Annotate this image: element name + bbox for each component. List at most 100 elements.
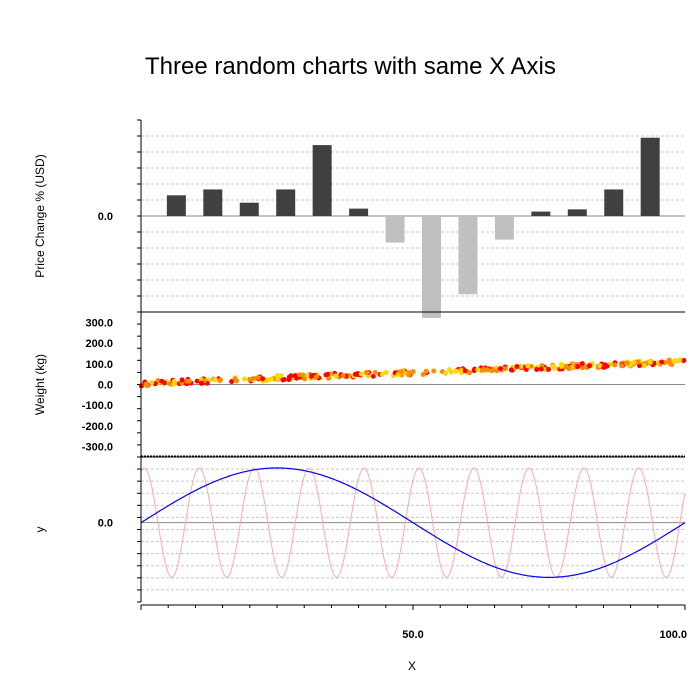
subplot-3: 0.0 y xyxy=(33,456,686,603)
scatter-point xyxy=(559,361,565,367)
scatter-point xyxy=(443,370,449,376)
y-tick-label: 200.0 xyxy=(85,338,113,350)
scatter-point xyxy=(597,363,603,369)
scatter-point xyxy=(300,372,306,378)
scatter-point xyxy=(184,378,190,384)
scatter-point xyxy=(352,371,358,377)
series-line xyxy=(140,467,686,578)
y-tick-label: -100.0 xyxy=(82,400,113,412)
scatter-point xyxy=(466,370,472,376)
scatter-point xyxy=(250,376,256,382)
scatter-point xyxy=(144,383,150,389)
scatter-point xyxy=(420,372,426,378)
scatter-point xyxy=(624,360,630,366)
scatter-point xyxy=(313,374,319,380)
y-axis-label: Price Change % (USD) xyxy=(33,154,47,277)
scatter-point xyxy=(566,366,572,372)
scatter-point xyxy=(636,363,642,369)
scatter-point xyxy=(372,369,378,375)
scatter-point xyxy=(212,377,218,383)
scatter-point xyxy=(323,372,329,378)
scatter-point xyxy=(677,357,683,363)
scatter-point xyxy=(580,365,586,371)
subplot-2: 300.0 200.0 100.0 0.0 -100.0 -200.0 -300.0 Weig… xyxy=(33,311,687,458)
scatter-point xyxy=(234,378,240,384)
scatter-point xyxy=(149,380,155,386)
scatter-point xyxy=(448,369,454,375)
scatter-point xyxy=(308,373,314,379)
chart-title: Three random charts with same X Axis xyxy=(145,53,556,80)
scatter-point xyxy=(194,378,200,384)
scatter-point xyxy=(406,372,412,378)
scatter-point xyxy=(370,373,376,379)
scatter-point xyxy=(497,366,503,372)
scatter-point xyxy=(302,376,308,382)
scatter-point xyxy=(494,368,500,374)
scatter-point xyxy=(242,376,248,382)
scatter-point xyxy=(502,366,508,372)
scatter-point xyxy=(525,363,531,369)
scatter-point xyxy=(159,378,165,384)
bar xyxy=(239,202,259,216)
bar xyxy=(640,137,660,216)
scatter-point xyxy=(659,359,665,365)
bar xyxy=(458,216,478,295)
bar xyxy=(166,195,186,216)
scatter-point xyxy=(167,381,173,387)
scatter-point xyxy=(171,378,177,384)
scatter-point xyxy=(358,371,364,377)
bar xyxy=(531,211,551,216)
scatter-point xyxy=(179,377,185,383)
scatter-point xyxy=(681,357,687,363)
scatter-point xyxy=(410,369,416,375)
bar xyxy=(494,216,514,240)
scatter-point xyxy=(462,368,468,374)
scatter-point xyxy=(647,359,653,365)
y-axis-label: y xyxy=(33,527,47,533)
scatter-point xyxy=(395,372,401,378)
bar xyxy=(421,216,441,318)
y-tick-label: 0.0 xyxy=(98,380,113,392)
scatter-point xyxy=(294,375,300,381)
scatter-point xyxy=(575,363,581,369)
scatter-point xyxy=(364,369,370,375)
bar xyxy=(385,216,405,243)
y-tick-label: 0.0 xyxy=(98,211,113,223)
scatter-point xyxy=(268,376,274,382)
scatter-point xyxy=(514,363,520,369)
scatter-point xyxy=(508,367,514,373)
scatter-point xyxy=(475,367,481,373)
scatter-point xyxy=(423,368,429,374)
scatter-point xyxy=(379,371,385,377)
y-axis-label: Weight (kg) xyxy=(33,354,47,415)
x-axis-label: X xyxy=(408,659,416,673)
scatter-point xyxy=(666,357,672,363)
scatter-point xyxy=(198,380,204,386)
scatter-point xyxy=(635,359,641,365)
scatter-point xyxy=(534,366,540,372)
scatter-point xyxy=(399,369,405,375)
y-tick-label: -200.0 xyxy=(82,421,113,433)
scatter-point xyxy=(229,379,235,385)
bar xyxy=(349,208,369,216)
scatter-point xyxy=(340,373,346,379)
y-tick-label: 0.0 xyxy=(98,518,113,530)
series-line xyxy=(140,467,686,578)
scatter-point xyxy=(431,368,437,374)
scatter-point xyxy=(619,363,625,369)
scatter-point xyxy=(587,363,593,369)
scatter-point xyxy=(612,362,618,368)
scatter-point xyxy=(275,373,281,379)
bar xyxy=(567,209,587,216)
scatter-point xyxy=(518,363,524,369)
scatter-point xyxy=(546,366,552,372)
y-tick-label: 300.0 xyxy=(85,317,113,329)
scatter-point xyxy=(260,376,266,382)
scatter-point xyxy=(667,361,673,367)
scatter-point xyxy=(552,365,558,371)
x-tick-label: 50.0 xyxy=(402,629,423,641)
scatter-point xyxy=(641,363,647,369)
scatter-point xyxy=(489,368,495,374)
scatter-point xyxy=(286,374,292,380)
